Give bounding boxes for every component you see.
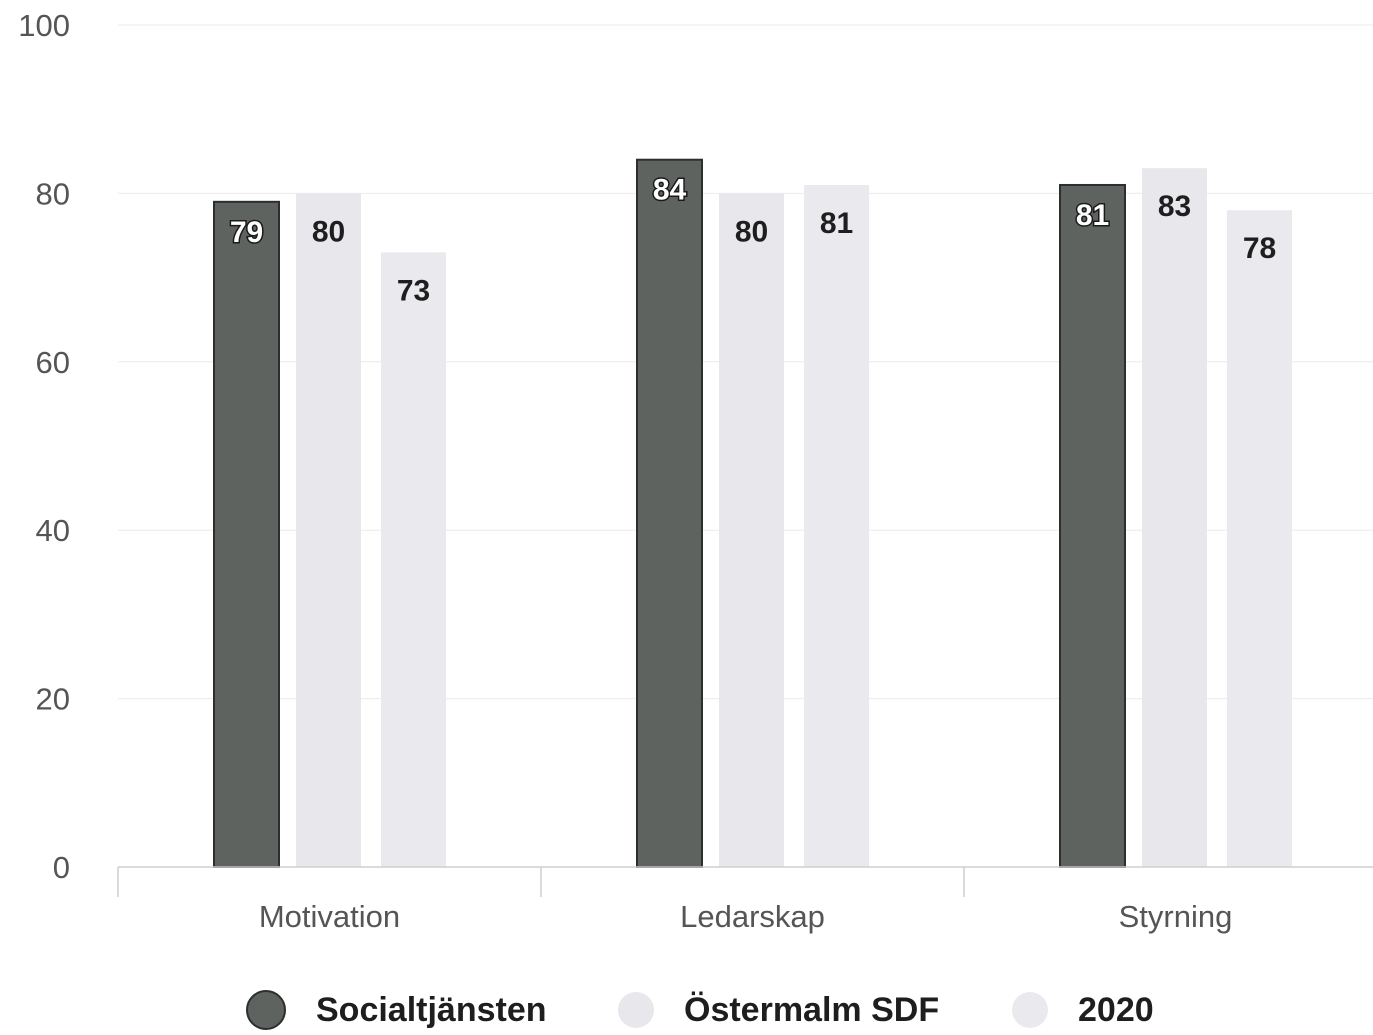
y-tick-label-0: 0 [53, 850, 70, 885]
bar-2020-ledarskap [804, 184, 869, 868]
legend-swatch-socialtjansten [246, 990, 286, 1030]
data-label-socialtjansten-ledarskap: 84 [653, 174, 687, 207]
y-tick-label-60: 60 [36, 345, 70, 380]
data-label-2020-motivation: 73 [397, 274, 430, 307]
data-label-ostermalm-sdf-motivation: 80 [312, 215, 345, 248]
bar-socialtjansten-styrning [1059, 183, 1126, 869]
data-label-socialtjansten-motivation: 79 [230, 216, 263, 249]
y-tick-label-100: 100 [18, 8, 70, 43]
y-tick-label-80: 80 [36, 176, 70, 211]
legend-item-ostermalm-sdf: Östermalm SDF [618, 985, 939, 1035]
legend-item-2020: 2020 [1012, 985, 1154, 1035]
data-label-socialtjansten-styrning: 81 [1076, 199, 1109, 232]
y-axis: 0 20 40 60 80 100 [18, 8, 70, 885]
y-tick-label-40: 40 [36, 513, 70, 548]
data-label-ostermalm-sdf-ledarskap: 80 [735, 215, 768, 248]
legend-swatch-2020 [1012, 992, 1048, 1028]
legend-label-socialtjansten: Socialtjänsten [316, 990, 547, 1029]
bar-socialtjansten-motivation [213, 200, 280, 868]
x-axis: Motivation Ledarskap Styrning [117, 866, 1373, 934]
y-tick-label-20: 20 [36, 682, 70, 717]
x-tick-label-ledarskap: Ledarskap [680, 899, 825, 934]
bar-2020-styrning [1227, 210, 1292, 868]
bar-ostermalm-sdf-styrning [1142, 168, 1207, 867]
legend-item-socialtjansten: Socialtjänsten [246, 985, 547, 1035]
data-label-2020-ledarskap: 81 [820, 207, 853, 240]
legend: Socialtjänsten Östermalm SDF 2020 [0, 985, 1373, 1035]
bar-2020-motivation [381, 252, 446, 868]
data-label-2020-styrning: 78 [1243, 232, 1276, 265]
x-tick-label-motivation: Motivation [259, 899, 400, 934]
bar-ostermalm-sdf-motivation [296, 193, 361, 867]
x-tick-label-styrning: Styrning [1119, 899, 1233, 934]
legend-swatch-ostermalm-sdf [618, 992, 654, 1028]
bar-ostermalm-sdf-ledarskap [719, 193, 784, 867]
bars: 79 80 73 84 80 81 81 83 78 [213, 158, 1292, 869]
legend-label-2020: 2020 [1078, 990, 1154, 1029]
bar-socialtjansten-ledarskap [636, 158, 703, 869]
bar-chart: 0 20 40 60 80 100 79 80 73 84 80 81 81 83 78 Motivati… [18, 8, 1373, 934]
data-label-ostermalm-sdf-styrning: 83 [1158, 190, 1191, 223]
legend-label-ostermalm-sdf: Östermalm SDF [684, 990, 940, 1029]
